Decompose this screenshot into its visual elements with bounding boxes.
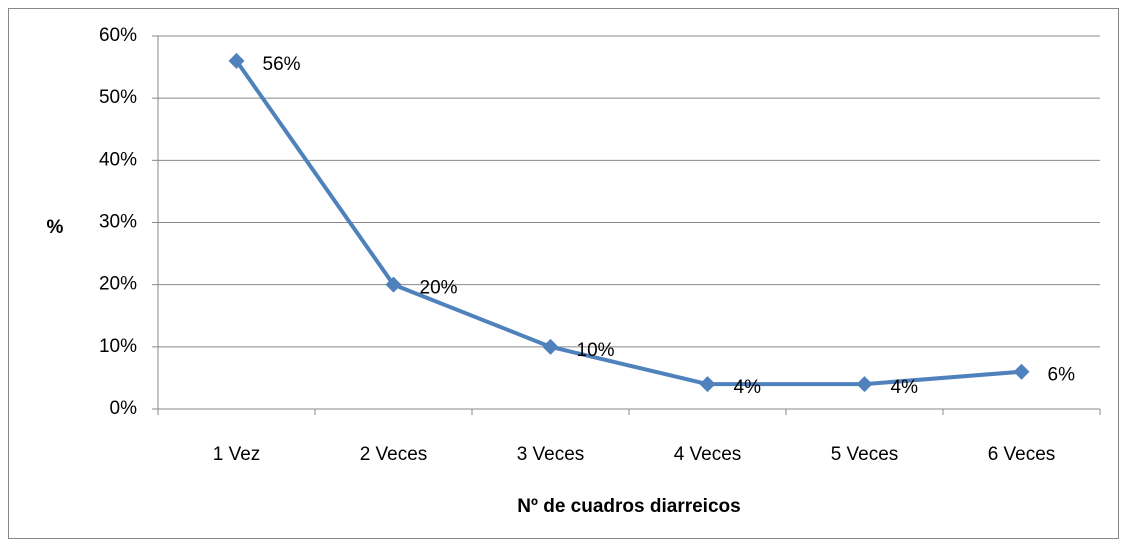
data-label: 10% [577,340,615,361]
x-axis-label: Nº de cuadros diarreicos [517,496,740,517]
x-tick-label: 4 Veces [674,444,742,465]
y-tick-label: 60% [99,25,137,46]
data-label: 6% [1048,365,1076,386]
y-tick-label: 0% [110,398,138,419]
data-marker [1013,363,1030,380]
y-tick-label: 50% [99,87,137,108]
data-label: 4% [891,377,919,398]
chart-border [8,8,1119,539]
y-tick-label: 40% [99,149,137,170]
y-tick-label: 30% [99,212,137,233]
data-marker [542,338,559,355]
x-tick-label: 3 Veces [517,444,585,465]
data-marker [385,276,402,293]
y-tick-label: 20% [99,274,137,295]
data-marker [856,376,873,393]
data-label: 56% [263,54,301,75]
x-tick-label: 5 Veces [831,444,899,465]
data-line [234,59,1022,387]
data-label: 4% [734,377,762,398]
y-tick-label: 10% [99,336,137,357]
data-marker [228,52,245,69]
x-tick-label: 6 Veces [988,444,1056,465]
x-tick-label: 2 Veces [360,444,428,465]
y-axis-label: % [47,217,64,238]
x-tick-label: 1 Vez [213,444,261,465]
data-marker [699,376,716,393]
data-label: 20% [420,278,458,299]
